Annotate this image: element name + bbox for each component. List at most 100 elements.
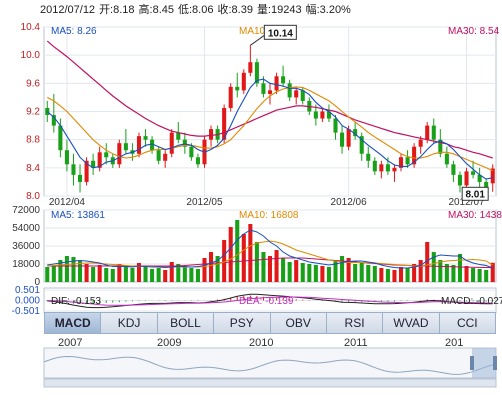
candle-body [150, 139, 155, 151]
macd-dea-line [47, 296, 493, 306]
volume-tick-label: 54000 [12, 223, 40, 234]
volume-ma5-label: MA5: 13861 [51, 210, 105, 221]
volume-bar [444, 264, 449, 282]
candle-body [71, 164, 76, 175]
volume-bar [248, 224, 253, 282]
volume-bar [58, 260, 63, 282]
quote-volume: 量:19243 [256, 4, 302, 16]
candle-body [333, 118, 338, 133]
date-tick-label: 2012/04 [49, 197, 86, 208]
candle-body [228, 86, 233, 108]
price-ma5-label: MA5: 8.26 [51, 26, 97, 37]
navigator-selection [472, 348, 496, 378]
volume-bar [392, 270, 397, 282]
volume-bar [438, 260, 443, 282]
price-tick-label: 8.4 [26, 163, 40, 174]
navigator-scrollbar[interactable] [43, 378, 497, 388]
volume-bar [209, 252, 214, 282]
volume-bar [45, 267, 50, 282]
navigator-year: 2011 [344, 337, 368, 349]
candle-body [346, 129, 351, 147]
candle-body [418, 139, 423, 147]
tab-psy[interactable]: PSY [214, 313, 271, 333]
indicator-tabs: MACD KDJ BOLL PSY OBV RSI WVAD CCI [44, 312, 496, 334]
volume-bar [84, 264, 89, 282]
navigator-year: 2010 [249, 337, 274, 349]
volume-bar [353, 264, 358, 282]
navigator-year: 201 [445, 337, 464, 349]
volume-bar [287, 262, 292, 282]
tab-macd[interactable]: MACD [45, 313, 102, 333]
volume-bar [51, 265, 56, 282]
volume-bar [104, 268, 109, 282]
volume-bar [359, 262, 364, 282]
candle-body [320, 111, 325, 119]
candle-body [431, 125, 436, 140]
volume-bar [110, 269, 115, 282]
macd-value-label: MACD: -0.027 [441, 296, 502, 307]
volume-tick-label: 36000 [12, 241, 40, 252]
candle-body [300, 90, 305, 101]
quote-open: 开:8.18 [99, 4, 135, 16]
volume-bar [281, 258, 286, 282]
volume-bar [169, 262, 174, 282]
price-tick-label: 9.2 [26, 107, 40, 118]
price-ma5-line [46, 78, 493, 180]
volume-bar [464, 266, 469, 282]
price-tick-label: 10.0 [21, 50, 41, 61]
candle-body [64, 150, 69, 165]
candle-body [84, 160, 89, 182]
navigator-year: 2009 [157, 337, 182, 349]
quote-close: 收:8.39 [217, 4, 253, 16]
high-callout-pointer [250, 34, 265, 46]
volume-bar [431, 252, 436, 282]
volume-bar [195, 269, 200, 282]
tab-cci[interactable]: CCI [456, 316, 478, 330]
candle-body [353, 129, 358, 137]
price-tick-label: 8.8 [26, 135, 40, 146]
quote-header: 2012/07/12 开:8.18 高:8.45 低:8.06 收:8.39 量:1924… [40, 1, 355, 17]
tab-wvad[interactable]: WVAD [383, 313, 440, 333]
candle-body [91, 160, 96, 168]
volume-bar [471, 268, 476, 282]
candle-body [104, 152, 109, 158]
high-callout-box [263, 24, 297, 40]
candle-body [379, 164, 384, 172]
tab-boll[interactable]: BOLL [158, 313, 215, 333]
volume-ma5-line [47, 229, 493, 269]
tab-kdj[interactable]: KDJ [101, 313, 158, 333]
macd-dea-label: DEA: -0.139 [239, 296, 294, 307]
volume-bar [307, 264, 312, 282]
candle-body [274, 76, 279, 91]
volume-bar [320, 266, 325, 282]
volume-bar [451, 265, 456, 282]
volume-bar [176, 264, 181, 282]
volume-bar [130, 268, 135, 282]
candle-body [235, 86, 240, 91]
candle-body [340, 132, 345, 147]
candle-body [254, 62, 259, 84]
candle-body [58, 125, 63, 151]
navigator-handle-right[interactable] [493, 356, 497, 370]
candle-body [51, 115, 56, 126]
low-callout-box [461, 186, 489, 201]
volume-bar [274, 250, 279, 282]
candle-body [209, 129, 214, 140]
candle-body [97, 152, 102, 168]
volume-bar [117, 264, 122, 282]
candle-body [444, 153, 449, 165]
tab-rsi[interactable]: RSI [327, 313, 384, 333]
candle-body [195, 157, 200, 165]
candle-body [385, 164, 390, 172]
navigator-handle-left[interactable] [470, 356, 474, 370]
volume-bar [150, 269, 155, 282]
candle-body [117, 143, 122, 165]
tab-obv[interactable]: OBV [271, 313, 327, 333]
candle-body [398, 157, 404, 168]
volume-bar [267, 256, 273, 282]
date-tick-label: 2012/06 [331, 197, 368, 208]
candle-body [143, 136, 148, 140]
volume-bar [189, 268, 194, 282]
candle-body [313, 111, 318, 119]
